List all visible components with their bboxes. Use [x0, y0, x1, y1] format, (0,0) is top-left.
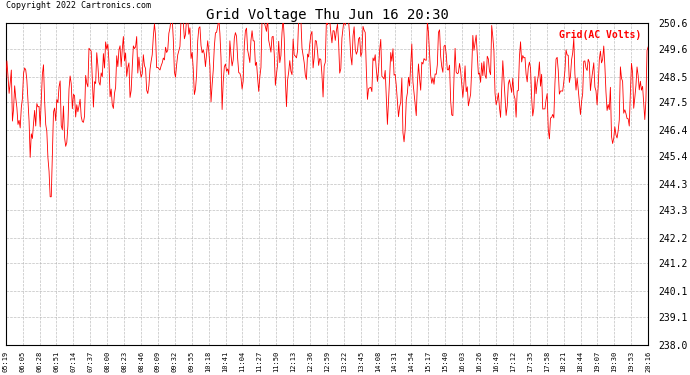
Text: Grid(AC Volts): Grid(AC Volts) [560, 30, 642, 40]
Text: Copyright 2022 Cartronics.com: Copyright 2022 Cartronics.com [6, 2, 151, 10]
Title: Grid Voltage Thu Jun 16 20:30: Grid Voltage Thu Jun 16 20:30 [206, 8, 448, 22]
